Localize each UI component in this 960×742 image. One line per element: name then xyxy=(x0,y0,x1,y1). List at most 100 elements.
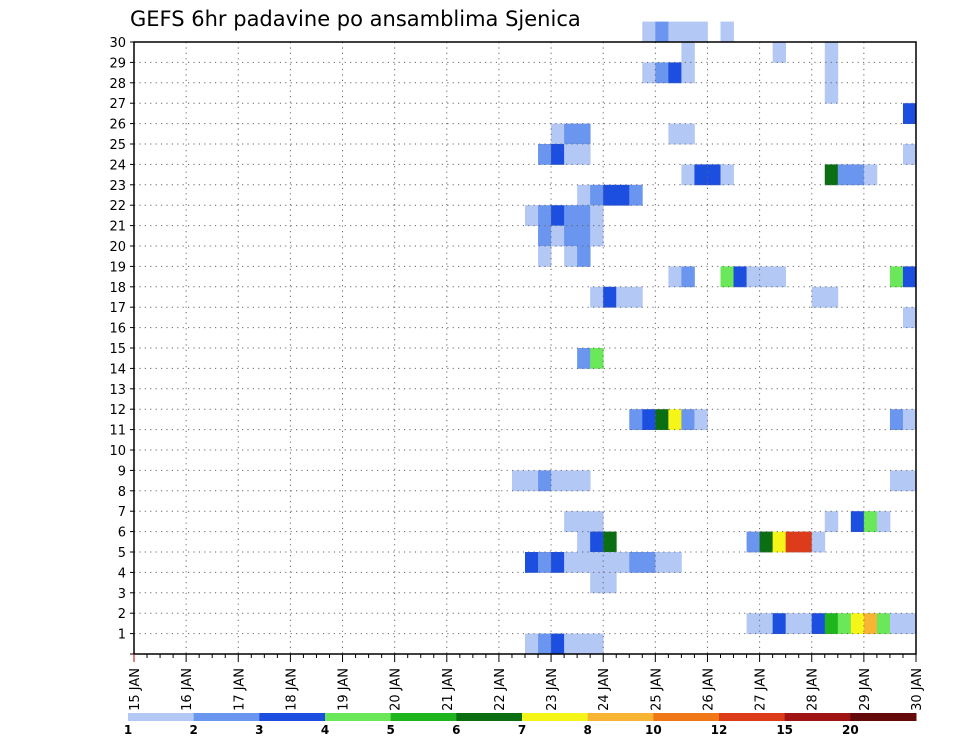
precip-cell xyxy=(876,511,891,532)
precip-cell xyxy=(720,266,734,288)
precip-cell xyxy=(603,531,617,553)
precip-cell xyxy=(564,225,578,247)
colorbar-swatch xyxy=(128,713,195,721)
precip-cell xyxy=(564,511,578,532)
colorbar-swatch xyxy=(325,713,392,721)
colorbar-swatch xyxy=(456,713,523,721)
precip-cell xyxy=(889,470,904,492)
precip-cell xyxy=(668,409,682,430)
precip-cell xyxy=(902,613,917,634)
precip-cell xyxy=(759,266,774,288)
precip-cell xyxy=(590,511,604,532)
y-tick-label: 8 xyxy=(118,485,126,500)
precip-cell xyxy=(824,62,839,84)
precip-cell xyxy=(629,286,643,308)
precip-cell xyxy=(603,184,617,206)
precip-cell xyxy=(525,633,539,655)
precip-cell xyxy=(668,266,682,288)
colorbar-label: 12 xyxy=(711,723,728,737)
y-tick-label: 27 xyxy=(109,97,126,112)
colorbar-swatch xyxy=(522,713,589,721)
x-axis: 15 JAN 16 JAN 17 JAN 18 JAN 19 JAN 20 JAN 21 J… xyxy=(128,654,925,711)
precip-cell xyxy=(798,613,813,634)
precip-cell xyxy=(577,348,591,369)
precip-cell xyxy=(551,225,565,247)
y-tick-label: 22 xyxy=(109,199,126,214)
precip-cell xyxy=(772,266,787,288)
precip-cell xyxy=(551,144,565,165)
y-tick-label: 24 xyxy=(109,158,126,173)
colorbar-swatch xyxy=(259,713,326,721)
y-tick-label: 19 xyxy=(109,260,126,275)
y-tick-label: 30 xyxy=(109,36,126,51)
precip-cell xyxy=(655,552,669,573)
precip-cell xyxy=(655,409,669,430)
precip-cell xyxy=(538,552,552,573)
precip-cell xyxy=(824,164,839,186)
precip-cell xyxy=(681,164,695,186)
precip-cell xyxy=(564,633,578,655)
y-tick-label: 15 xyxy=(109,342,126,357)
precip-cell xyxy=(681,123,695,145)
colorbar-swatch xyxy=(653,713,720,721)
colorbar: 1 2 3 4 5 6 7 8 10 12 15 20 xyxy=(124,713,917,737)
precip-cell xyxy=(551,470,565,492)
precip-cell xyxy=(694,164,708,186)
precip-cell xyxy=(759,531,774,553)
precip-cell xyxy=(811,531,826,553)
x-tick-label: 23 JAN xyxy=(545,668,560,711)
precip-cell xyxy=(629,184,643,206)
precip-cell xyxy=(590,225,604,247)
colorbar-swatch xyxy=(719,713,786,721)
y-tick-label: 5 xyxy=(118,546,126,561)
precip-cell xyxy=(772,613,787,634)
y-tick-label: 17 xyxy=(109,301,126,316)
x-tick-label: 26 JAN xyxy=(701,668,716,711)
y-tick-label: 2 xyxy=(118,607,126,622)
chart-title: GEFS 6hr padavine po ansamblima Sjenica xyxy=(130,7,581,31)
precip-cell xyxy=(590,205,604,226)
precip-cell xyxy=(525,205,539,226)
precip-cell xyxy=(733,266,747,288)
precip-cell xyxy=(902,409,917,430)
precip-cell xyxy=(538,225,552,247)
y-tick-label: 25 xyxy=(109,138,126,153)
precip-cell xyxy=(811,286,826,308)
colorbar-swatch xyxy=(587,713,654,721)
precip-cell xyxy=(785,531,800,553)
y-tick-label: 20 xyxy=(109,240,126,255)
precip-cell xyxy=(837,613,852,634)
colorbar-swatch xyxy=(784,713,851,721)
precip-cell xyxy=(694,409,708,430)
precip-cell xyxy=(564,205,578,226)
precip-cell xyxy=(577,123,591,145)
precip-cell xyxy=(837,164,852,186)
precip-cell xyxy=(785,613,800,634)
precip-cell xyxy=(889,409,904,430)
precip-cell xyxy=(824,613,839,634)
precip-cell xyxy=(850,511,865,532)
precip-cell xyxy=(889,266,904,288)
x-tick-label: 25 JAN xyxy=(649,668,664,711)
precip-cell xyxy=(824,511,839,532)
precip-cell xyxy=(824,42,839,63)
precip-cell xyxy=(590,286,604,308)
precip-cell xyxy=(590,348,604,369)
precip-cell xyxy=(681,62,695,84)
precip-cell xyxy=(629,409,643,430)
precip-cell xyxy=(655,62,669,84)
precipitation-cells xyxy=(511,21,917,655)
precip-cell xyxy=(902,470,917,492)
y-tick-label: 26 xyxy=(109,118,126,133)
precip-cell xyxy=(772,531,787,553)
precip-cell xyxy=(603,572,617,594)
y-tick-label: 4 xyxy=(118,566,126,581)
precip-cell xyxy=(551,552,565,573)
y-tick-label: 13 xyxy=(109,383,126,398)
colorbar-swatch xyxy=(390,713,457,721)
precip-cell xyxy=(902,144,917,165)
colorbar-label: 15 xyxy=(776,723,793,737)
colorbar-label: 5 xyxy=(386,723,394,737)
precip-cell xyxy=(889,613,904,634)
